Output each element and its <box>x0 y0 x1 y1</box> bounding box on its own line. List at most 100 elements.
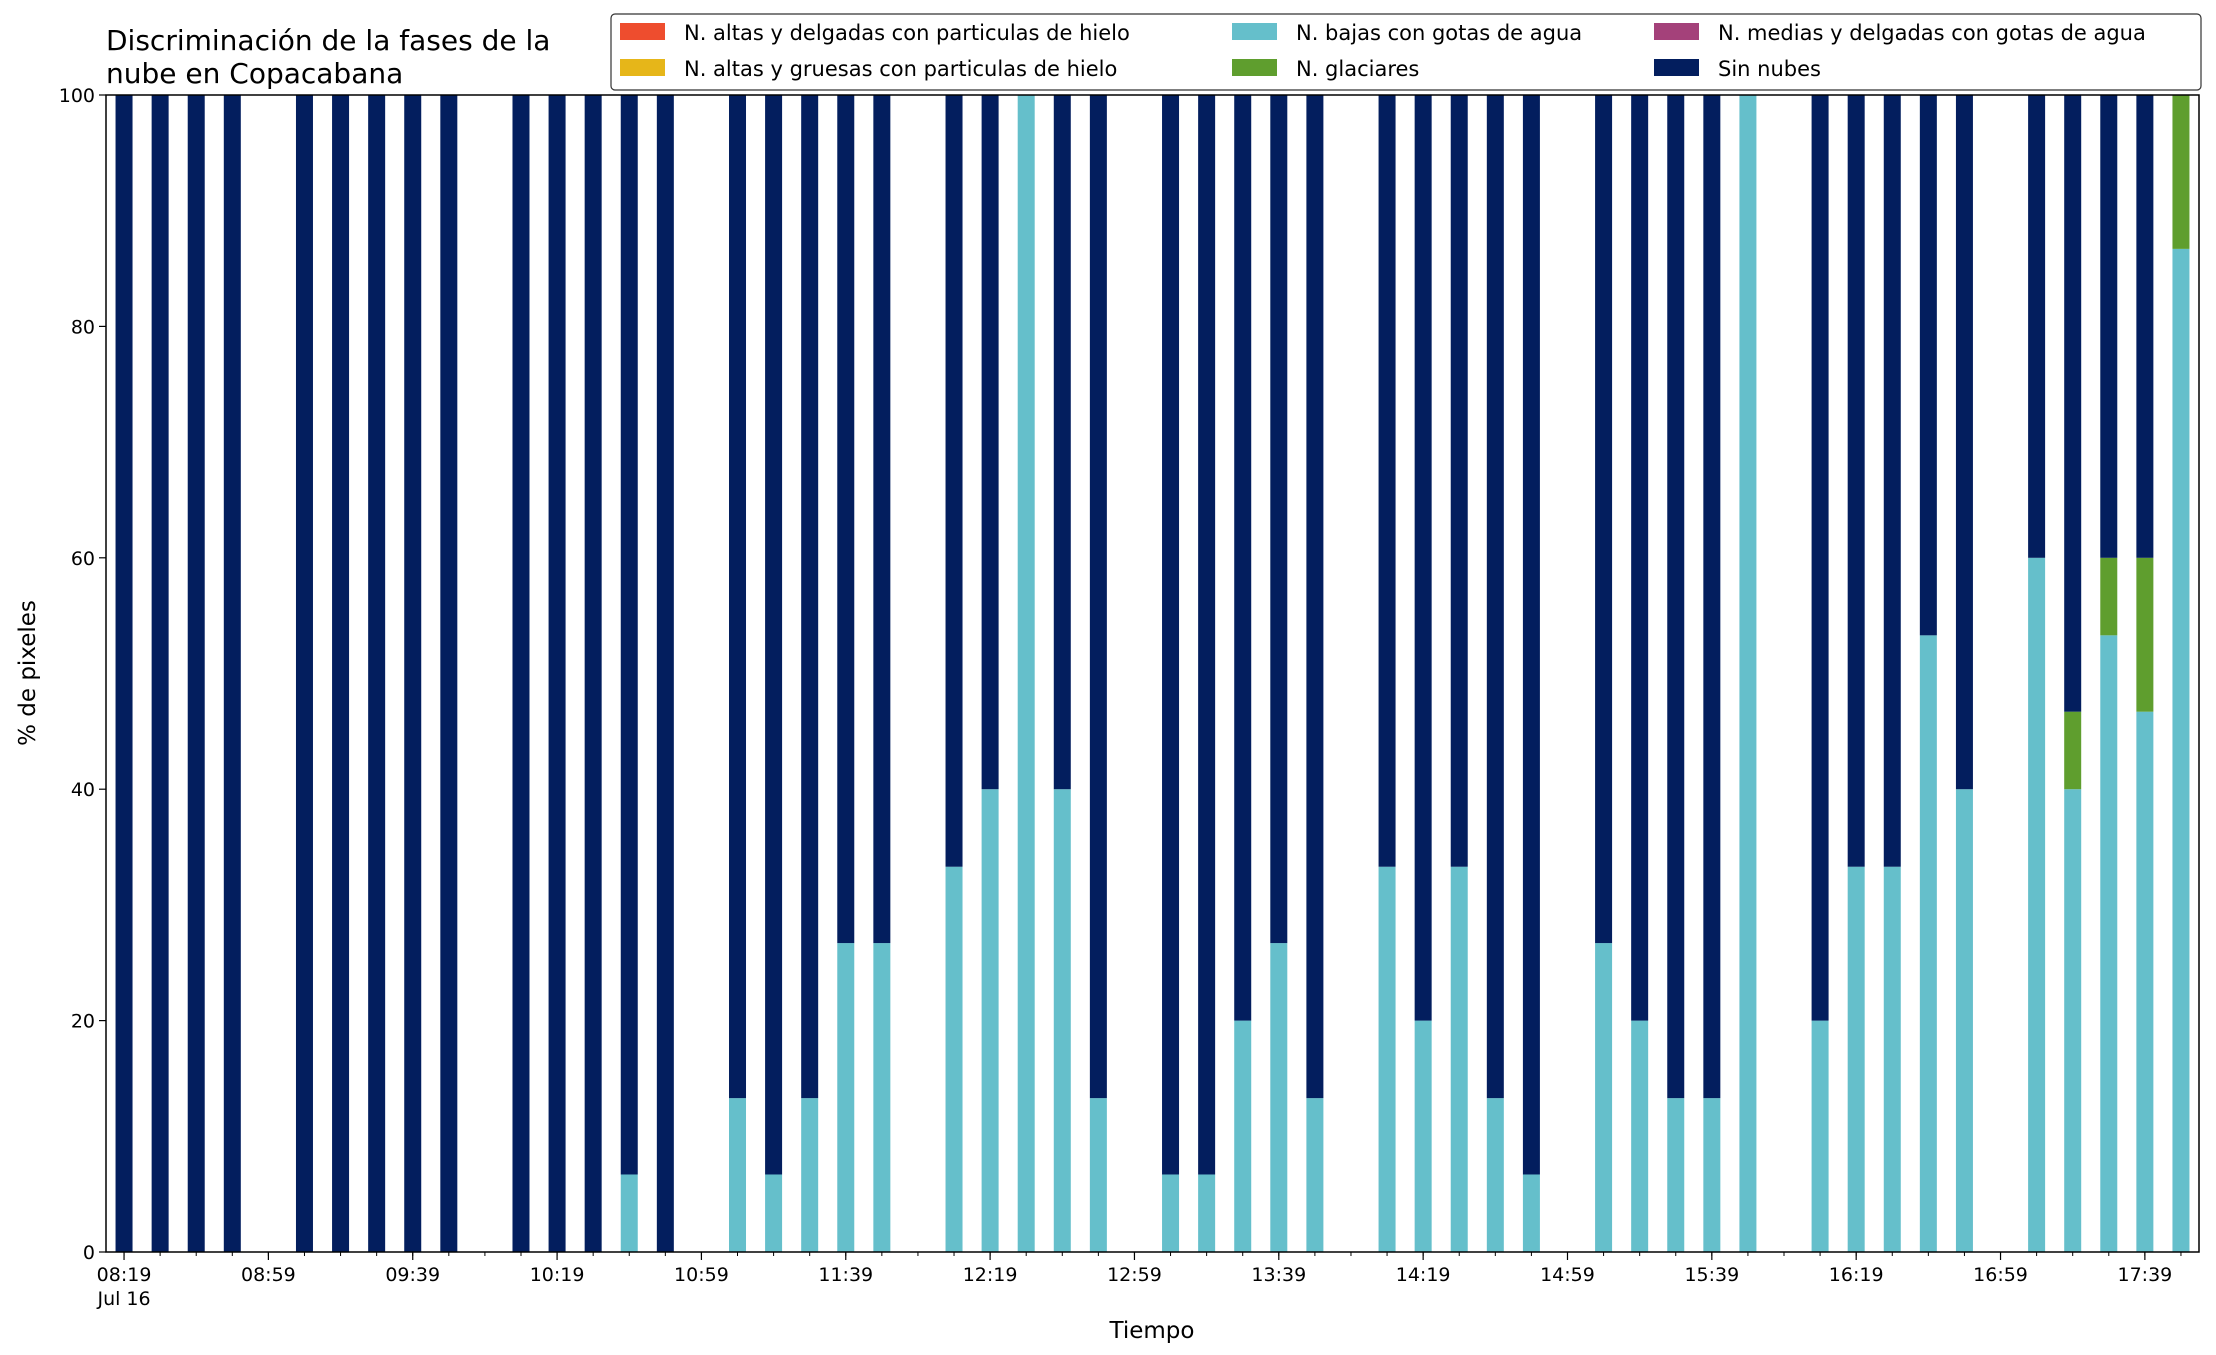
bar-segment-27-2 <box>1270 95 1288 944</box>
bar-segment-41-2 <box>1883 95 1901 867</box>
x-tick-label: 16:59 <box>1973 1264 2028 1286</box>
bar-segment-15-0 <box>765 1174 783 1252</box>
bar-segment-46-2 <box>2100 95 2118 558</box>
bar-segment-39-2 <box>1811 95 1829 1021</box>
bar-segment-28-2 <box>1306 95 1324 1099</box>
bar-segment-33-0 <box>1522 1174 1540 1252</box>
x-tick-label: 10:59 <box>674 1264 729 1286</box>
legend-swatch <box>620 23 665 40</box>
bar-segment-2-2 <box>187 95 205 1252</box>
x-tick-date-label: Jul 16 <box>96 1288 150 1310</box>
bar-segment-35-2 <box>1631 95 1649 1021</box>
bar-segment-14-2 <box>729 95 747 1099</box>
bar-segment-4-2 <box>295 95 313 1252</box>
bar-segment-20-2 <box>981 95 999 790</box>
bar-segment-41-0 <box>1883 866 1901 1252</box>
x-tick-label: 17:39 <box>2117 1264 2172 1286</box>
bar-segment-45-2 <box>2064 95 2082 712</box>
legend-label: N. altas y gruesas con particulas de hie… <box>684 57 1117 81</box>
bar-segment-25-0 <box>1198 1174 1216 1252</box>
bar-segment-45-0 <box>2064 789 2082 1252</box>
bar-segment-31-2 <box>1450 95 1468 867</box>
bar-segment-48-1 <box>2172 95 2190 249</box>
bar-segment-26-2 <box>1234 95 1252 1021</box>
chart-title-line-1: Discriminación de la fases de la <box>106 24 550 57</box>
bar-segment-37-0 <box>1703 1098 1721 1252</box>
bar-segment-46-1 <box>2100 557 2118 636</box>
bar-segment-39-0 <box>1811 1020 1829 1252</box>
bar-segment-7-2 <box>404 95 422 1252</box>
bar-segment-40-2 <box>1847 95 1865 867</box>
bar-segment-12-0 <box>620 1174 638 1252</box>
bar-segment-22-0 <box>1053 789 1071 1252</box>
y-tick-label: 100 <box>59 85 95 107</box>
x-tick-label: 13:39 <box>1251 1264 1306 1286</box>
x-axis-label: Tiempo <box>1109 1318 1195 1344</box>
bar-segment-33-2 <box>1522 95 1540 1175</box>
bar-segment-16-0 <box>801 1098 819 1252</box>
bar-segment-22-2 <box>1053 95 1071 790</box>
bar-segment-45-1 <box>2064 711 2082 790</box>
legend-swatch <box>1232 23 1277 40</box>
x-tick-label: 14:59 <box>1540 1264 1595 1286</box>
x-tick-label: 11:39 <box>818 1264 873 1286</box>
bar-segment-47-2 <box>2136 95 2154 558</box>
bar-segment-29-0 <box>1378 866 1396 1252</box>
bar-segment-43-0 <box>1955 789 1973 1252</box>
bar-segment-47-1 <box>2136 557 2154 712</box>
bar-segment-9-2 <box>512 95 530 1252</box>
bar-segment-28-0 <box>1306 1098 1324 1252</box>
bar-segment-21-0 <box>1017 95 1035 1252</box>
x-tick-label: 08:59 <box>241 1264 296 1286</box>
x-tick-label: 14:19 <box>1396 1264 1451 1286</box>
bar-segment-17-0 <box>837 943 855 1252</box>
bar-segment-35-0 <box>1631 1020 1649 1252</box>
bar-segment-36-2 <box>1667 95 1685 1099</box>
plot-frame <box>105 94 2200 1253</box>
bar-segment-38-0 <box>1739 95 1757 1252</box>
bar-segment-42-2 <box>1919 95 1937 636</box>
bar-segment-18-2 <box>873 95 891 944</box>
bar-segment-27-0 <box>1270 943 1288 1252</box>
bar-segment-19-0 <box>945 866 963 1252</box>
bar-segment-34-0 <box>1595 943 1613 1252</box>
legend-label: N. bajas con gotas de agua <box>1296 21 1582 45</box>
x-tick-label: 10:19 <box>530 1264 585 1286</box>
bar-segment-5-2 <box>332 95 350 1252</box>
bar-segment-29-2 <box>1378 95 1396 867</box>
y-tick-label: 60 <box>71 548 95 570</box>
bar-segment-36-0 <box>1667 1098 1685 1252</box>
x-tick-label: 08:19 <box>97 1264 152 1286</box>
chart-title-line-2: nube en Copacabana <box>106 57 403 90</box>
bar-segment-1-2 <box>151 95 169 1252</box>
x-tick-label: 09:39 <box>385 1264 440 1286</box>
bar-segment-46-0 <box>2100 635 2118 1252</box>
bar-segment-3-2 <box>223 95 241 1252</box>
bars-layer <box>115 95 2190 1252</box>
bar-segment-30-0 <box>1414 1020 1432 1252</box>
bar-segment-6-2 <box>368 95 386 1252</box>
bar-segment-20-0 <box>981 789 999 1252</box>
legend-label: N. altas y delgadas con particulas de hi… <box>684 21 1130 45</box>
bar-segment-30-2 <box>1414 95 1432 1021</box>
legend-swatch <box>620 59 665 76</box>
bar-segment-10-2 <box>548 95 566 1252</box>
bar-segment-14-0 <box>729 1098 747 1252</box>
bar-segment-19-2 <box>945 95 963 867</box>
y-tick-label: 0 <box>83 1242 95 1264</box>
bar-segment-12-2 <box>620 95 638 1175</box>
bar-segment-48-0 <box>2172 248 2190 1252</box>
bar-segment-44-2 <box>2028 95 2046 558</box>
bar-segment-42-0 <box>1919 635 1937 1252</box>
y-tick-label: 20 <box>71 1011 95 1033</box>
x-tick-label: 12:19 <box>963 1264 1018 1286</box>
bar-segment-11-2 <box>584 95 602 1252</box>
bar-segment-18-0 <box>873 943 891 1252</box>
bar-segment-31-0 <box>1450 866 1468 1252</box>
bar-segment-43-2 <box>1955 95 1973 790</box>
legend-swatch <box>1654 59 1699 76</box>
bar-segment-17-2 <box>837 95 855 944</box>
legend: N. altas y delgadas con particulas de hi… <box>610 13 2202 91</box>
